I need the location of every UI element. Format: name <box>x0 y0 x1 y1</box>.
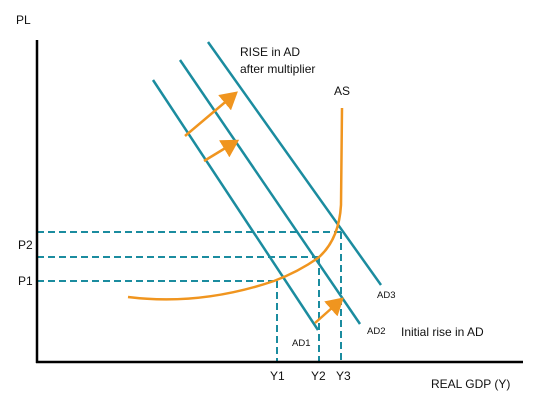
output-tick-y3: Y3 <box>336 369 351 383</box>
initial-rise-annotation: Initial rise in AD <box>401 325 484 339</box>
x-axis-label: REAL GDP (Y) <box>431 377 510 391</box>
multiplier-annotation-line2: after multiplier <box>240 62 315 76</box>
output-tick-y2: Y2 <box>311 369 326 383</box>
output-tick-y1: Y1 <box>270 369 285 383</box>
guide-lines <box>37 231 342 362</box>
ad1-line <box>151 79 320 331</box>
price-tick-p1: P1 <box>18 274 33 288</box>
ad3-line <box>206 41 383 286</box>
axes <box>35 40 523 364</box>
initial-rise-arrow <box>314 297 344 324</box>
multiplier-annotation-line1: RISE in AD <box>240 45 300 59</box>
ad2-label: AD2 <box>367 326 385 337</box>
price-tick-p2: P2 <box>18 238 33 252</box>
ad1-label: AD1 <box>292 338 310 349</box>
multiplier-arrow-lower <box>203 139 240 163</box>
ad3-label: AD3 <box>377 290 395 301</box>
ad2-line <box>178 59 362 325</box>
as-label: AS <box>334 84 350 98</box>
multiplier-arrow-upper <box>184 91 238 137</box>
as-curve <box>127 107 344 301</box>
y-axis-label: PL <box>16 13 31 27</box>
